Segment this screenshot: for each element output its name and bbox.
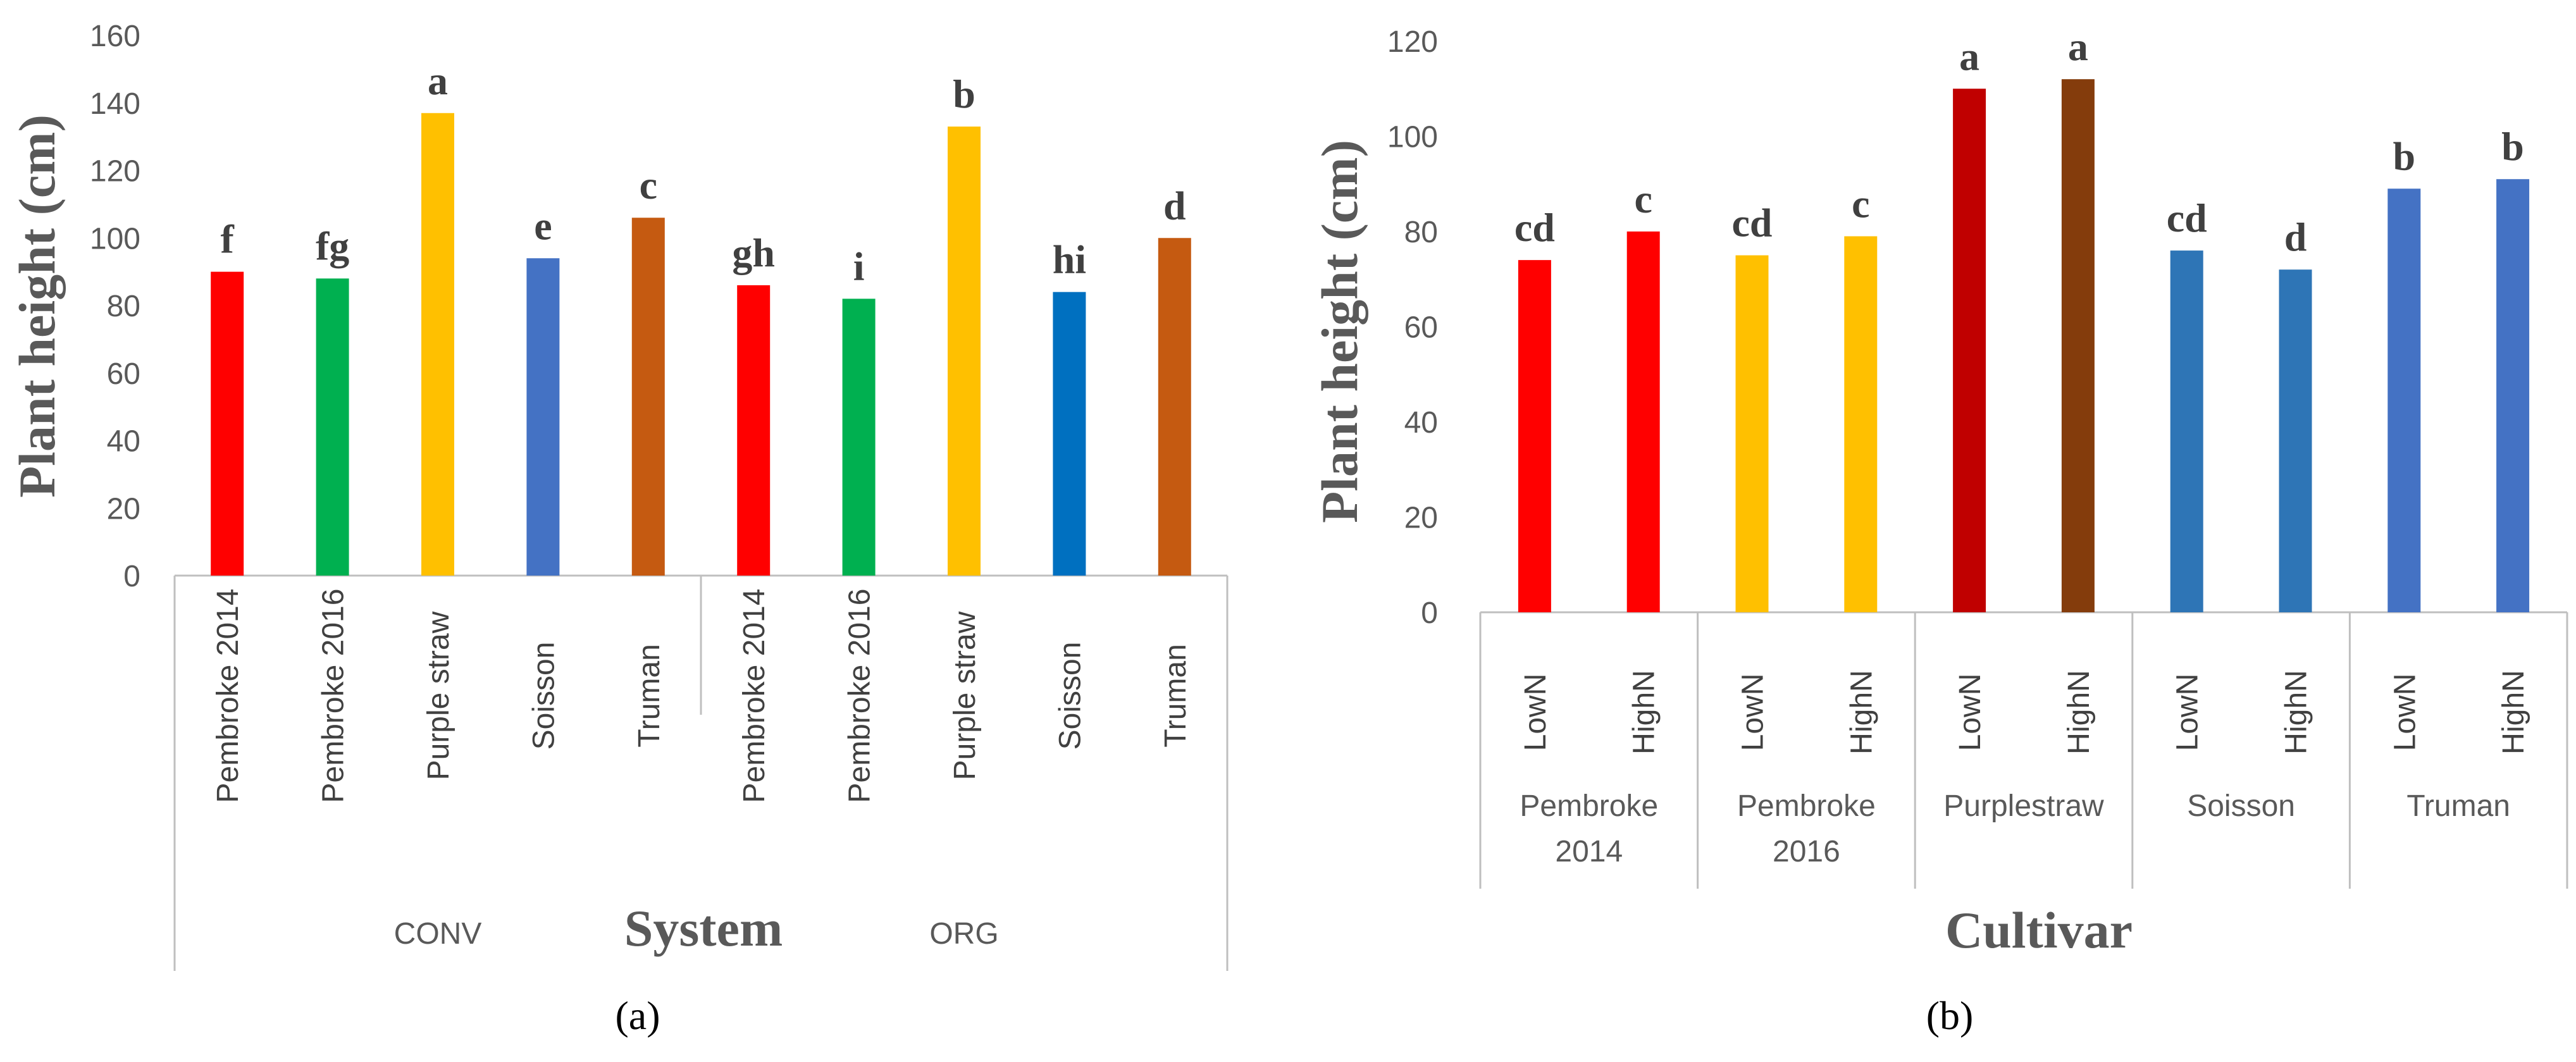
group-label: Soisson xyxy=(2187,789,2295,823)
bar xyxy=(737,285,771,576)
significance-letter: c xyxy=(640,163,657,207)
y-tick-label: 40 xyxy=(107,425,140,459)
significance-letter: b xyxy=(2393,133,2416,178)
group-label: Pembroke xyxy=(1520,789,1658,823)
bar xyxy=(421,113,454,576)
bar xyxy=(2279,269,2312,612)
bar xyxy=(211,271,244,576)
category-label: LowN xyxy=(1737,674,1770,751)
significance-letter: cd xyxy=(1514,205,1555,250)
y-tick-label: 100 xyxy=(90,222,140,256)
significance-letter: cd xyxy=(2167,195,2207,240)
y-tick-label: 120 xyxy=(1387,25,1438,59)
category-label: Pembroke 2014 xyxy=(211,589,245,803)
bar xyxy=(1735,255,1769,612)
significance-letter: cd xyxy=(1732,201,1773,245)
x-axis-label: System xyxy=(624,899,783,957)
significance-letter: gh xyxy=(732,230,775,275)
significance-letter: d xyxy=(1163,183,1186,228)
y-tick-label: 0 xyxy=(123,560,140,593)
category-label: Purple straw xyxy=(948,611,982,780)
category-label: Soisson xyxy=(527,642,560,750)
group-label: 2014 xyxy=(1555,835,1623,868)
significance-letter: fg xyxy=(316,223,349,268)
category-label: HighN xyxy=(2497,670,2530,754)
category-label: LowN xyxy=(1519,674,1552,751)
bar xyxy=(1844,236,1878,612)
bar xyxy=(2061,79,2095,612)
y-tick-label: 20 xyxy=(107,492,140,526)
significance-letter: i xyxy=(853,244,865,288)
group-label: CONV xyxy=(394,917,482,951)
y-tick-label: 100 xyxy=(1387,121,1438,154)
y-tick-label: 120 xyxy=(90,155,140,188)
bar xyxy=(2387,188,2421,612)
category-label: HighN xyxy=(1845,670,1878,754)
bar xyxy=(631,218,665,576)
y-tick-label: 80 xyxy=(107,290,140,323)
y-tick-label: 0 xyxy=(1421,596,1438,630)
y-axis-label: Plant height (cm) xyxy=(1311,140,1368,523)
bar xyxy=(1158,238,1191,576)
chart-panel-a: 0 20 40 60 80 100 120 140 160 Plant height (cm) f P… xyxy=(8,20,1229,1038)
bar xyxy=(526,258,560,576)
significance-letter: b xyxy=(2501,124,2524,169)
group-label: 2016 xyxy=(1773,835,1840,868)
y-tick-label: 80 xyxy=(1404,216,1438,249)
panel-label: (a) xyxy=(615,993,660,1038)
significance-letter: hi xyxy=(1053,237,1086,282)
significance-letter: e xyxy=(534,203,552,248)
group-label: ORG xyxy=(929,917,998,951)
significance-letter: c xyxy=(1634,176,1652,221)
category-label: HighN xyxy=(2280,670,2313,754)
bar xyxy=(2496,179,2530,613)
category-label: Pembroke 2016 xyxy=(843,589,877,803)
category-label: Purple straw xyxy=(422,611,455,780)
bar xyxy=(1953,89,1986,612)
y-tick-label: 40 xyxy=(1404,406,1438,440)
bar xyxy=(2170,250,2203,613)
significance-letter: a xyxy=(2068,24,2088,69)
bar xyxy=(316,278,349,576)
category-label: LowN xyxy=(2171,674,2205,751)
category-label: Pembroke 2016 xyxy=(317,589,350,803)
category-label: LowN xyxy=(2388,674,2422,751)
bar xyxy=(1053,292,1086,576)
significance-letter: a xyxy=(1959,34,1979,78)
y-tick-label: 140 xyxy=(90,87,140,121)
category-label: Truman xyxy=(633,644,666,748)
y-tick-label: 20 xyxy=(1404,502,1438,535)
group-label: Purplestraw xyxy=(1943,789,2104,823)
significance-letter: d xyxy=(2284,214,2307,259)
bar xyxy=(948,127,981,576)
significance-letter: f xyxy=(221,217,235,262)
significance-letter: c xyxy=(1852,182,1869,226)
y-tick-label: 160 xyxy=(90,20,140,53)
significance-letter: a xyxy=(428,58,448,103)
bar xyxy=(842,299,876,576)
category-label: Truman xyxy=(1159,644,1192,748)
category-label: LowN xyxy=(1954,674,1987,751)
group-label: Pembroke xyxy=(1737,789,1876,823)
y-tick-label: 60 xyxy=(1404,311,1438,345)
y-axis-label: Plant height (cm) xyxy=(8,114,66,498)
y-tick-label: 60 xyxy=(107,357,140,391)
panel-label: (b) xyxy=(1926,993,1974,1038)
category-label: HighN xyxy=(2062,670,2096,754)
x-axis-label: Cultivar xyxy=(1945,901,2133,959)
bar xyxy=(1518,260,1551,612)
category-label: Soisson xyxy=(1053,642,1087,750)
category-label: HighN xyxy=(1628,670,1661,754)
bar xyxy=(1626,232,1660,612)
significance-letter: b xyxy=(953,71,975,116)
group-label: Truman xyxy=(2406,789,2510,823)
category-label: Pembroke 2014 xyxy=(738,589,771,803)
